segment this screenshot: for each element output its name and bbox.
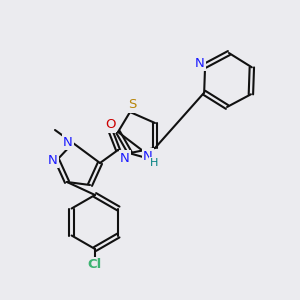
Text: Cl: Cl [88, 259, 102, 272]
Text: H: H [150, 158, 158, 168]
Text: N: N [48, 154, 58, 166]
Text: N: N [143, 149, 153, 163]
Text: N: N [195, 57, 205, 70]
Text: S: S [128, 98, 136, 112]
Text: O: O [105, 118, 115, 131]
Text: N: N [120, 152, 130, 164]
Text: N: N [63, 136, 73, 148]
